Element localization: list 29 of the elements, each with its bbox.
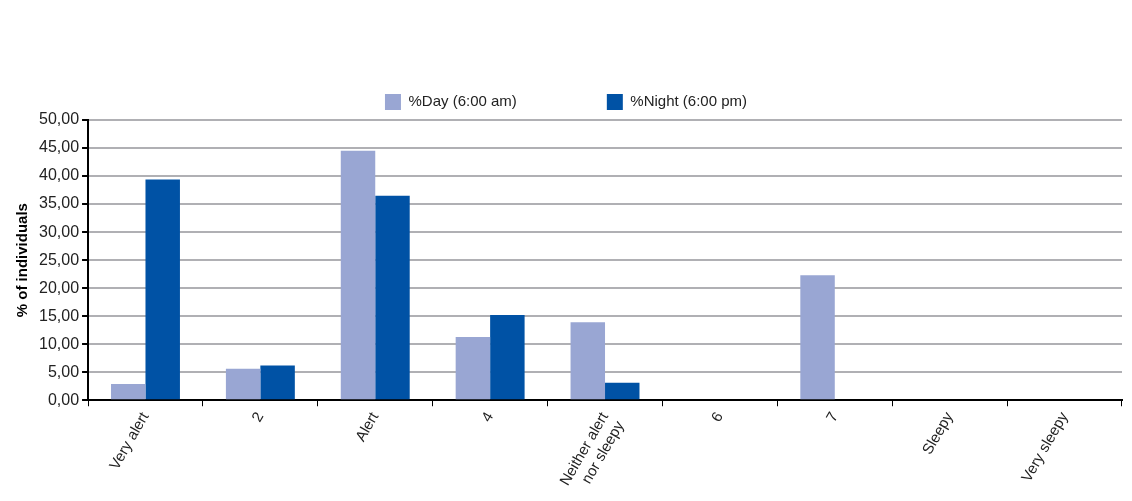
bar bbox=[570, 322, 606, 400]
bar bbox=[260, 365, 295, 400]
y-tick-label: 0,00 bbox=[47, 390, 80, 408]
y-tick-label: 20,00 bbox=[38, 278, 80, 296]
y-axis-title: % of individuals bbox=[13, 203, 31, 318]
y-tick-label: 5,00 bbox=[47, 362, 80, 380]
bar bbox=[145, 179, 180, 400]
legend-label: %Day (6:00 am) bbox=[408, 92, 517, 110]
y-tick-label: 35,00 bbox=[38, 194, 80, 212]
y-tick-label: 40,00 bbox=[38, 166, 80, 184]
bar bbox=[455, 336, 491, 400]
x-tick-label: 2 bbox=[247, 408, 267, 425]
y-tick-label: 15,00 bbox=[38, 306, 80, 324]
bar bbox=[800, 275, 835, 400]
y-tick-label: 25,00 bbox=[38, 250, 80, 268]
y-tick-label: 50,00 bbox=[38, 110, 80, 128]
legend-label: %Night (6:00 pm) bbox=[630, 92, 748, 110]
bar bbox=[340, 150, 376, 400]
y-tick-label: 30,00 bbox=[38, 222, 80, 240]
bar bbox=[111, 383, 146, 400]
bar bbox=[605, 382, 640, 400]
x-tick-label: 7 bbox=[822, 408, 841, 425]
bar bbox=[225, 368, 261, 400]
bar bbox=[490, 315, 525, 400]
y-tick-label: 10,00 bbox=[38, 334, 80, 352]
y-tick-label: 45,00 bbox=[38, 138, 80, 156]
x-tick-label: 6 bbox=[707, 408, 727, 425]
x-tick-label: 4 bbox=[477, 408, 497, 425]
bar bbox=[375, 195, 410, 400]
